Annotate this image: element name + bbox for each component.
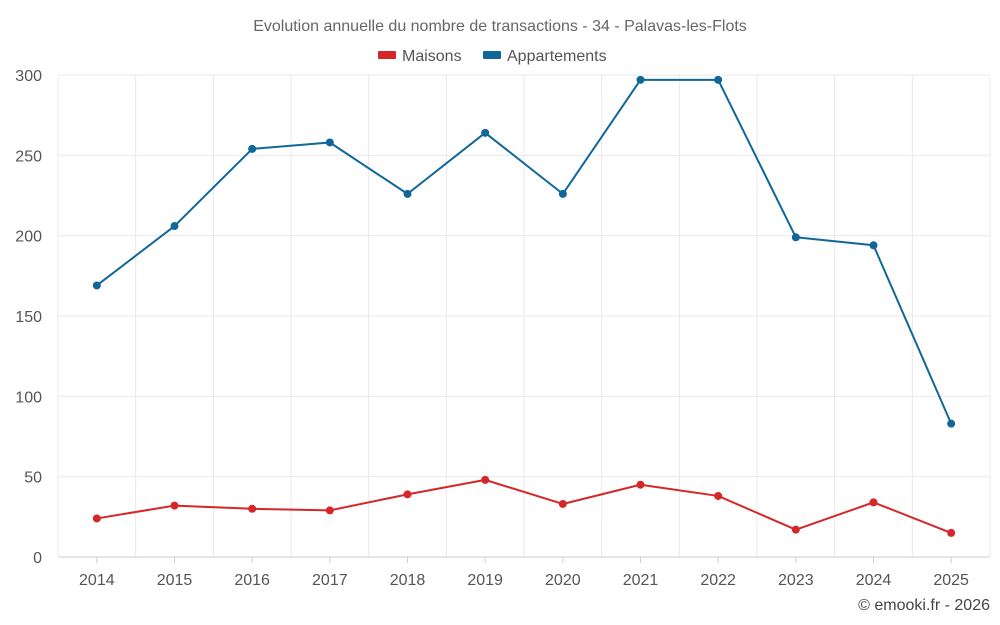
data-point-appartements[interactable] [558, 189, 567, 198]
legend-item-appartements[interactable]: Appartements [483, 48, 607, 65]
x-tick-label: 2015 [157, 572, 193, 589]
x-axis: 2014 2015 2016 2017 2018 2019 2020 2021 2022 2023… [58, 556, 990, 589]
data-point-maisons[interactable] [403, 490, 412, 499]
series-line-maisons [96, 478, 952, 534]
y-tick-label: 200 [15, 229, 42, 246]
x-tick-label: 2023 [778, 572, 814, 589]
data-point-maisons[interactable] [481, 475, 490, 484]
data-point-appartements[interactable] [714, 75, 723, 84]
x-tick-label: 2014 [79, 572, 115, 589]
data-point-appartements[interactable] [869, 241, 878, 250]
data-point-maisons[interactable] [325, 506, 334, 515]
legend: Maisons Appartements [378, 48, 607, 65]
data-point-maisons[interactable] [636, 480, 645, 489]
legend-label-maisons: Maisons [402, 48, 462, 65]
x-tick-label: 2018 [390, 572, 426, 589]
y-tick-label: 150 [15, 309, 42, 326]
legend-label-appartements: Appartements [507, 48, 607, 65]
y-tick-label: 100 [15, 389, 42, 406]
data-point-maisons[interactable] [248, 504, 257, 513]
data-point-maisons[interactable] [791, 525, 800, 534]
x-tick-label: 2022 [700, 572, 736, 589]
x-tick-label: 2025 [933, 572, 969, 589]
data-point-maisons[interactable] [170, 501, 179, 510]
x-tick-label: 2016 [234, 572, 270, 589]
credit-text: © emooki.fr - 2026 [858, 597, 990, 614]
y-tick-label: 250 [15, 148, 42, 165]
legend-swatch-maisons [378, 51, 396, 59]
legend-item-maisons[interactable]: Maisons [378, 48, 462, 65]
y-axis: 0 50 100 150 200 250 300 [15, 68, 42, 567]
grid [57, 74, 991, 558]
data-point-maisons[interactable] [714, 491, 723, 500]
x-tick-label: 2020 [545, 572, 581, 589]
x-tick-label: 2024 [856, 572, 892, 589]
data-point-appartements[interactable] [325, 138, 334, 147]
x-tick-label: 2021 [623, 572, 659, 589]
data-point-maisons[interactable] [869, 498, 878, 507]
data-point-appartements[interactable] [248, 144, 257, 153]
y-tick-label: 0 [33, 550, 42, 567]
series-line-appartements [96, 78, 953, 425]
y-tick-label: 50 [24, 470, 42, 487]
series-appartements [92, 75, 956, 428]
data-point-maisons[interactable] [558, 499, 567, 508]
series-maisons [92, 475, 956, 537]
series [92, 75, 956, 537]
data-point-appartements[interactable] [947, 419, 956, 428]
legend-swatch-appartements [483, 51, 501, 59]
data-point-appartements[interactable] [92, 281, 101, 290]
x-tick-label: 2019 [467, 572, 503, 589]
data-point-appartements[interactable] [403, 189, 412, 198]
data-point-appartements[interactable] [791, 233, 800, 242]
data-point-appartements[interactable] [636, 75, 645, 84]
data-point-maisons[interactable] [947, 528, 956, 537]
data-point-appartements[interactable] [170, 222, 179, 231]
data-point-appartements[interactable] [481, 128, 490, 137]
data-point-maisons[interactable] [92, 514, 101, 523]
chart-title: Evolution annuelle du nombre de transact… [253, 18, 747, 35]
y-tick-label: 300 [15, 68, 42, 85]
x-tick-label: 2017 [312, 572, 348, 589]
